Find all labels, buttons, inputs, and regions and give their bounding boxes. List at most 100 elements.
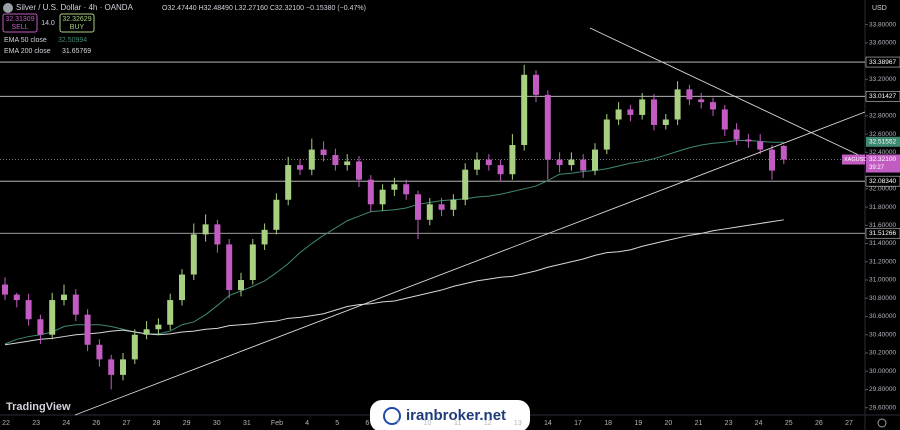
y-tick-label: 30.80000 bbox=[869, 295, 896, 302]
x-tick-label: 23 bbox=[32, 420, 40, 427]
level-label: 31.51266 bbox=[869, 230, 896, 237]
x-tick-label: 28 bbox=[153, 420, 161, 427]
ema-tag bbox=[866, 136, 900, 147]
sell-label: SELL bbox=[11, 24, 28, 31]
candle-body bbox=[733, 129, 740, 140]
candle-body bbox=[238, 280, 244, 291]
settings-icon[interactable] bbox=[877, 418, 887, 428]
x-tick-label: 26 bbox=[92, 420, 100, 427]
legend-label: EMA 200 close bbox=[4, 48, 51, 55]
symbol: Silver / U.S. Dollar · 4h · OANDA bbox=[16, 3, 134, 12]
candle-body bbox=[627, 109, 634, 115]
candle-body bbox=[226, 244, 233, 291]
candle-body bbox=[155, 324, 162, 330]
candle-body bbox=[757, 141, 764, 150]
sell-button[interactable] bbox=[2, 13, 38, 33]
candle-body bbox=[367, 179, 374, 205]
y-tick-label: 32.60000 bbox=[869, 131, 896, 138]
x-tick-label: Feb bbox=[271, 420, 283, 427]
candle-body bbox=[639, 99, 646, 115]
candle-body bbox=[391, 184, 398, 190]
level-tag bbox=[865, 227, 900, 239]
sell-price: 32.31309 bbox=[5, 16, 34, 23]
x-tick-label: 26 bbox=[815, 420, 823, 427]
symbol-tag bbox=[842, 154, 865, 165]
ohlc: O32.47440 H32.48490 L32.27160 C32.32100 … bbox=[162, 5, 366, 12]
x-tick-label: 18 bbox=[604, 420, 612, 427]
trend-line bbox=[74, 111, 866, 416]
candle-body bbox=[533, 74, 539, 95]
candle-body bbox=[167, 300, 174, 325]
x-tick-label: 5 bbox=[335, 420, 339, 427]
x-tick-label: 6 bbox=[365, 420, 369, 427]
candle-body bbox=[261, 229, 268, 245]
candle-body bbox=[769, 149, 775, 171]
y-tick-label: 33.60000 bbox=[869, 40, 896, 47]
buy-price: 32.32629 bbox=[62, 16, 91, 23]
candle-body bbox=[285, 165, 292, 200]
candle-body bbox=[143, 329, 150, 335]
currency: USD bbox=[872, 5, 887, 12]
y-tick-label: 29.80000 bbox=[869, 386, 896, 393]
candle-body bbox=[308, 149, 315, 170]
x-tick-label: 24 bbox=[62, 420, 70, 427]
watermark-box bbox=[370, 400, 530, 430]
candle-body bbox=[426, 204, 433, 220]
candle-body bbox=[120, 359, 126, 375]
candle-body bbox=[2, 284, 8, 295]
candle-body bbox=[485, 159, 492, 166]
x-tick-label: 27 bbox=[123, 420, 131, 427]
candle-body bbox=[509, 145, 516, 175]
candle-body bbox=[356, 161, 362, 180]
spread: 14.0 bbox=[41, 20, 55, 27]
x-tick-label: 4 bbox=[305, 420, 309, 427]
buy-button[interactable] bbox=[59, 13, 95, 33]
candle-body bbox=[474, 159, 480, 170]
x-tick-label: 19 bbox=[634, 420, 642, 427]
y-tick-label: 33.80000 bbox=[869, 21, 896, 28]
y-tick-label: 32.40000 bbox=[869, 149, 896, 156]
candle-body bbox=[745, 139, 752, 142]
x-tick-label: 30 bbox=[213, 420, 221, 427]
candle-body bbox=[131, 334, 138, 360]
candle-body bbox=[49, 300, 56, 335]
watermark: iranbroker.net bbox=[406, 407, 506, 424]
x-tick-label: 22 bbox=[2, 420, 10, 427]
candle-body bbox=[556, 159, 563, 166]
level-tag bbox=[865, 90, 900, 102]
candle-body bbox=[450, 199, 457, 210]
candle-body bbox=[25, 300, 32, 320]
candle-body bbox=[332, 155, 339, 166]
level-tag bbox=[865, 56, 900, 68]
x-tick-label: 27 bbox=[845, 420, 853, 427]
y-tick-label: 31.60000 bbox=[869, 222, 896, 229]
x-tick-label: 14 bbox=[544, 420, 552, 427]
candle-body bbox=[698, 99, 705, 103]
buy-label: BUY bbox=[70, 24, 85, 31]
candle-body bbox=[721, 109, 728, 130]
y-tick-label: 30.60000 bbox=[869, 313, 896, 320]
candle-body bbox=[674, 89, 681, 120]
candle-body bbox=[179, 274, 185, 301]
candle-body bbox=[190, 234, 197, 275]
candle-body bbox=[202, 224, 209, 235]
candle-body bbox=[497, 165, 504, 175]
candle-body bbox=[344, 161, 351, 166]
y-tick-label: 31.20000 bbox=[869, 258, 896, 265]
watermark-icon bbox=[383, 407, 401, 425]
x-tick-label: 17 bbox=[574, 420, 582, 427]
y-tick-label: 32.80000 bbox=[869, 113, 896, 120]
y-tick-label: 31.00000 bbox=[869, 277, 896, 284]
candle-body bbox=[686, 89, 693, 100]
candle-body bbox=[72, 294, 79, 315]
x-tick-label: 24 bbox=[755, 420, 763, 427]
level-label: 33.38967 bbox=[869, 59, 896, 66]
legend-label: EMA 50 close bbox=[4, 37, 47, 44]
candle-body bbox=[84, 314, 91, 345]
candle-body bbox=[651, 99, 657, 125]
x-tick-label: 25 bbox=[785, 420, 793, 427]
logo: TradingView bbox=[6, 401, 71, 413]
y-tick-label: 30.20000 bbox=[869, 350, 896, 357]
symbol-tag-label: XAGUSD bbox=[844, 157, 867, 163]
